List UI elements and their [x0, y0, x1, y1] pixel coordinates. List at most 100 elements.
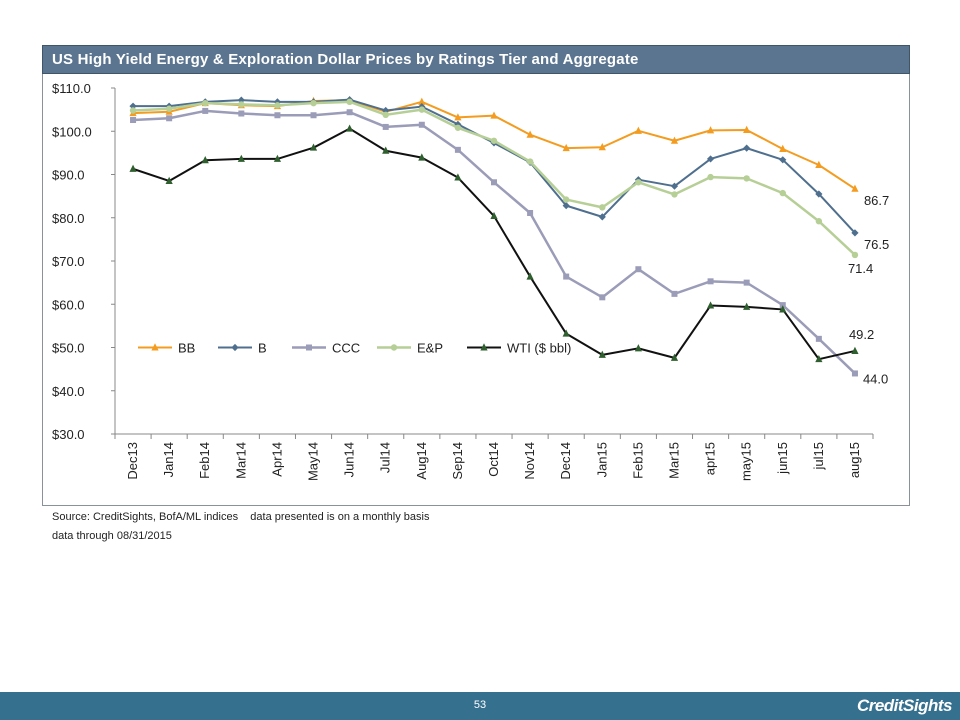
point-ccc — [166, 115, 173, 122]
data-label-e-p: 71.4 — [848, 261, 873, 276]
page-number: 53 — [473, 699, 487, 711]
legend-marker-wti-bbl — [480, 343, 488, 351]
y-tick-label: $110.0 — [52, 81, 91, 96]
point-e-p — [599, 204, 606, 211]
point-wti-bbl — [634, 344, 642, 352]
point-wti-bbl — [743, 302, 751, 310]
legend-label-e-p: E&P — [417, 341, 443, 356]
point-bb — [562, 143, 570, 152]
point-bb — [526, 130, 534, 138]
point-ccc — [130, 117, 137, 124]
point-wti-bbl — [418, 153, 426, 161]
point-b — [779, 156, 787, 164]
data-label-b: 76.5 — [864, 237, 889, 252]
point-wti-bbl — [706, 301, 715, 309]
point-wti-bbl — [201, 156, 209, 164]
point-wti-bbl — [598, 350, 606, 358]
point-ccc — [815, 335, 822, 342]
y-tick-label: $40.0 — [52, 384, 85, 399]
point-b — [706, 155, 715, 163]
point-bb — [706, 126, 715, 134]
chart-title: US High Yield Energy & Exploration Dolla… — [52, 51, 639, 68]
point-e-p — [202, 99, 209, 107]
point-ccc — [707, 278, 714, 285]
y-tick-label: $100.0 — [52, 124, 92, 139]
point-ccc — [382, 123, 389, 130]
point-ccc — [274, 112, 281, 119]
point-e-p — [129, 107, 137, 114]
x-tick-label: Jan15 — [594, 442, 609, 477]
point-b — [670, 182, 679, 190]
point-ccc — [346, 109, 353, 116]
point-wti-bbl — [490, 211, 498, 220]
x-tick-label: May14 — [306, 442, 321, 481]
point-wti-bbl — [129, 164, 137, 172]
point-e-p — [707, 173, 714, 181]
point-e-p — [526, 158, 534, 165]
point-e-p — [635, 179, 642, 186]
point-e-p — [274, 102, 281, 109]
data-through-note: data through 08/31/2015 — [52, 530, 172, 542]
chart-frame — [42, 45, 910, 506]
point-wti-bbl — [779, 305, 787, 313]
point-e-p — [310, 99, 317, 107]
x-tick-label: Jul14 — [378, 442, 393, 473]
point-wti-bbl — [346, 124, 354, 132]
point-e-p — [238, 101, 245, 108]
data-label-ccc: 44.0 — [863, 371, 888, 386]
point-ccc — [491, 179, 497, 186]
point-b — [851, 229, 859, 237]
x-tick-label: jun15 — [775, 442, 790, 475]
point-b — [743, 144, 751, 152]
point-ccc — [238, 110, 245, 117]
point-bb — [851, 184, 859, 192]
brand-logo: CreditSights — [856, 696, 953, 715]
x-tick-label: jul15 — [811, 442, 826, 470]
x-tick-label: may15 — [739, 442, 754, 481]
data-label-bb: 86.7 — [864, 193, 889, 208]
y-tick-label: $90.0 — [52, 168, 85, 183]
x-tick-label: Dec14 — [558, 442, 573, 480]
point-e-p — [418, 106, 426, 113]
x-tick-label: Jan14 — [161, 442, 176, 477]
point-wti-bbl — [165, 176, 173, 184]
series-line-wti-bbl — [132, 127, 856, 361]
point-e-p — [743, 175, 750, 182]
point-e-p — [779, 189, 786, 197]
x-tick-label: Mar15 — [666, 442, 681, 479]
x-tick-label: Apr14 — [269, 442, 284, 477]
source-note: Source: CreditSights, BofA/ML indices da… — [52, 511, 430, 523]
legend-label-wti-bbl: WTI ($ bbl) — [507, 341, 571, 356]
point-wti-bbl — [670, 353, 679, 361]
point-e-p — [562, 196, 570, 203]
x-tick-label: Jun14 — [342, 442, 357, 477]
point-ccc — [671, 290, 678, 297]
point-e-p — [165, 105, 173, 112]
legend-label-b: B — [258, 341, 267, 356]
legend-marker-ccc — [306, 344, 312, 351]
x-tick-label: Aug14 — [414, 442, 429, 480]
point-wti-bbl — [273, 154, 282, 162]
point-b — [598, 213, 606, 221]
chart-title-bar: US High Yield Energy & Exploration Dolla… — [42, 45, 910, 74]
point-e-p — [454, 124, 462, 131]
legend-label-bb: BB — [178, 341, 195, 356]
point-wti-bbl — [815, 354, 823, 363]
point-ccc — [310, 112, 317, 119]
x-tick-label: Mar14 — [233, 442, 248, 479]
y-tick-label: $50.0 — [52, 341, 85, 356]
point-wti-bbl — [562, 329, 570, 337]
legend-marker-b — [231, 343, 239, 352]
point-bb — [418, 97, 426, 105]
point-e-p — [851, 251, 859, 259]
x-tick-label: apr15 — [703, 442, 718, 475]
data-label-wti-bbl: 49.2 — [849, 327, 874, 342]
x-tick-label: Dec13 — [125, 442, 140, 480]
point-wti-bbl — [454, 173, 462, 181]
point-bb — [490, 111, 498, 119]
x-tick-label: Feb14 — [197, 442, 212, 479]
point-bb — [634, 126, 642, 134]
footer-bar: 53 CreditSights — [0, 692, 960, 720]
legend-marker-e-p — [390, 344, 398, 351]
y-tick-label: $30.0 — [52, 427, 85, 442]
